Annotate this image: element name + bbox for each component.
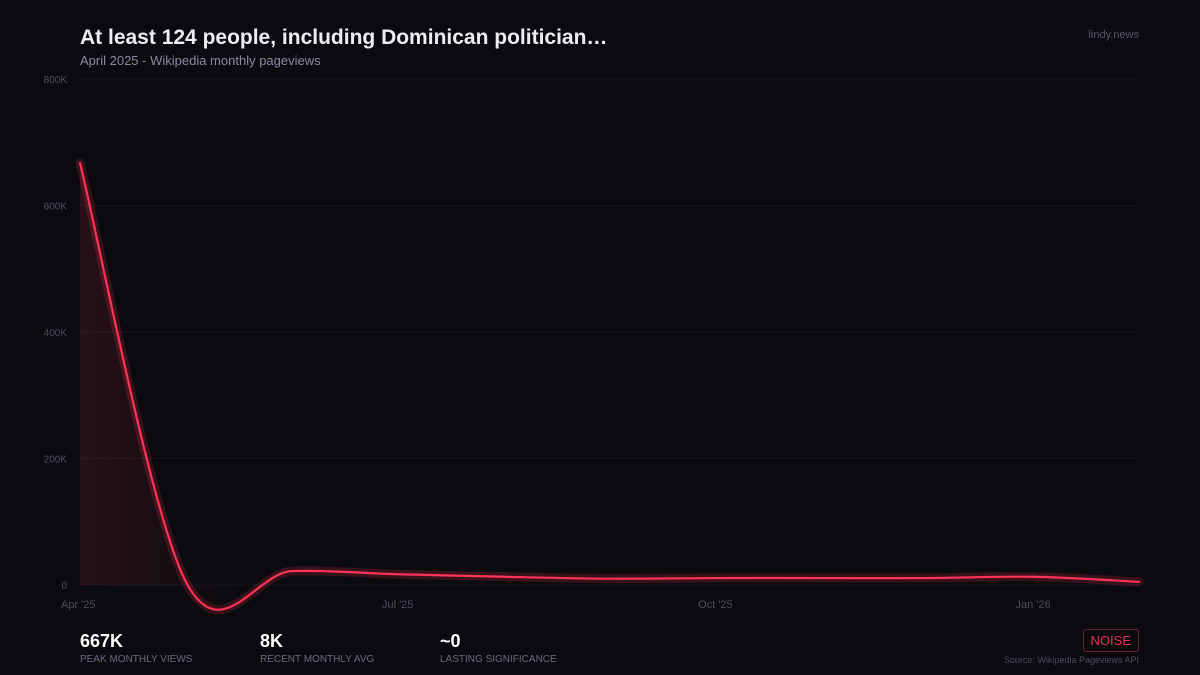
- series-line: [78, 162, 1141, 611]
- stat-value: 667K: [80, 631, 124, 651]
- area-fill: [80, 163, 1139, 610]
- y-tick-label: 600K: [44, 202, 68, 213]
- stat-value: 8K: [260, 631, 284, 651]
- chart-title: At least 124 people, including Dominican…: [80, 26, 608, 49]
- stat-label: RECENT MONTHLY AVG: [260, 654, 375, 665]
- chart-subtitle: April 2025 - Wikipedia monthly pageviews: [80, 53, 321, 68]
- x-tick-label: Apr '25: [61, 599, 96, 611]
- x-tick-label: Oct '25: [698, 599, 733, 611]
- source-note: Source: Wikipedia Pageviews API: [1003, 655, 1139, 665]
- stat-value: ~0: [440, 631, 461, 651]
- x-tick-label: Jan '26: [1016, 599, 1051, 611]
- stat-label: PEAK MONTHLY VIEWS: [80, 654, 193, 665]
- stat-significance: ~0 LASTING SIGNIFICANCE: [440, 631, 557, 665]
- brand-label: lindy.news: [1088, 29, 1139, 41]
- verdict-badge: NOISE: [1082, 629, 1139, 652]
- y-tick-label: 200K: [44, 455, 68, 466]
- stat-label: LASTING SIGNIFICANCE: [440, 654, 557, 665]
- y-tick-label: 800K: [44, 75, 68, 86]
- x-tick-label: Jul '25: [382, 599, 413, 611]
- stat-recent: 8K RECENT MONTHLY AVG: [260, 631, 374, 665]
- y-tick-label: 0: [61, 581, 67, 592]
- pageviews-chart: 0 200K 400K 600K 800K Apr '25 Jul '25 Oct '25 Ja…: [44, 75, 1144, 615]
- series-line-glow: [75, 158, 1144, 615]
- stat-peak: 667K PEAK MONTHLY VIEWS: [80, 631, 192, 665]
- y-tick-label: 400K: [44, 328, 68, 339]
